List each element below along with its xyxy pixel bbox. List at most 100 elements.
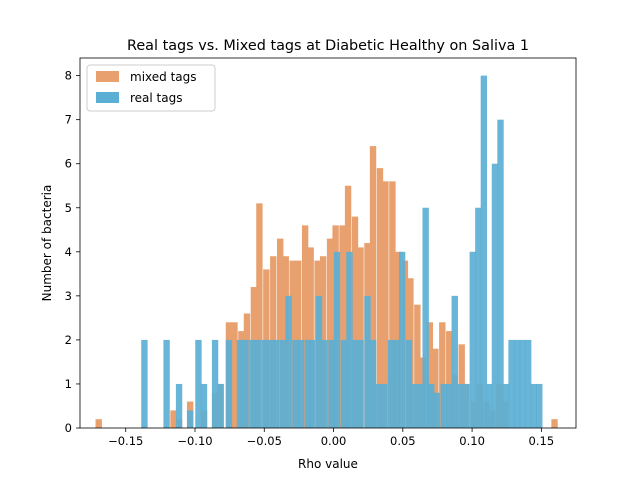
x-tick-label: 0.00 <box>321 434 347 448</box>
bar-mixed-tags <box>426 322 434 428</box>
plot-frame <box>79 57 577 429</box>
bar-real-tags <box>519 339 526 428</box>
bar-real-tags <box>398 251 406 428</box>
bar-real-tags <box>267 339 274 428</box>
bar-mixed-tags <box>432 348 439 428</box>
bar-real-tags <box>502 383 510 428</box>
bar-real-tags <box>261 339 269 428</box>
bar-real-tags <box>469 251 476 428</box>
bar-mixed-tags <box>551 419 558 428</box>
bar-real-tags <box>513 339 521 428</box>
bar-real-tags <box>364 295 371 428</box>
bar-real-tags <box>304 339 312 428</box>
bar-real-tags <box>195 339 202 428</box>
bar-real-tags <box>530 383 537 428</box>
bar-mixed-tags <box>326 238 334 428</box>
bar-real-tags <box>536 383 543 428</box>
y-tick-label: 0 <box>65 421 72 435</box>
x-tick-label: 0.10 <box>459 434 485 448</box>
y-tick-label: 3 <box>65 289 72 303</box>
bar-real-tags <box>279 339 287 428</box>
x-tick-label: −0.05 <box>247 434 282 448</box>
x-tick-label: −0.10 <box>177 434 212 448</box>
y-tick-label: 1 <box>65 377 72 391</box>
bar-real-tags <box>433 392 440 428</box>
bar-mixed-tags <box>369 146 377 428</box>
bar-real-tags <box>451 295 458 428</box>
bar-mixed-tags <box>95 419 102 428</box>
bar-real-tags <box>297 339 305 428</box>
bar-real-tags <box>457 383 464 428</box>
bar-real-tags <box>175 383 183 428</box>
x-tick-label: 0.15 <box>529 434 555 448</box>
legend-label-real-tags: real tags <box>130 91 182 105</box>
y-tick-label: 4 <box>65 245 72 259</box>
bar-real-tags <box>236 339 244 428</box>
y-tick-label: 2 <box>65 333 72 347</box>
x-tick-label: −0.15 <box>108 434 143 448</box>
bar-real-tags <box>351 339 359 428</box>
bar-real-tags <box>375 383 382 428</box>
bar-real-tags <box>186 410 194 428</box>
bar-real-tags <box>315 295 323 428</box>
bar-real-tags <box>333 251 341 428</box>
bar-mixed-tags <box>439 322 446 428</box>
bar-real-tags <box>308 339 316 428</box>
bar-mixed-tags <box>277 238 284 428</box>
bar-real-tags <box>211 339 219 428</box>
legend: mixed tags real tags <box>86 64 216 112</box>
bar-real-tags <box>462 383 470 428</box>
bar-real-tags <box>285 295 292 428</box>
bar-real-tags <box>422 207 429 428</box>
bar-mixed-tags <box>301 225 309 428</box>
chart-title: Real tags vs. Mixed tags at Diabetic Hea… <box>127 38 529 54</box>
bar-real-tags <box>508 339 515 428</box>
bar-real-tags <box>405 339 413 428</box>
bar-real-tags <box>393 339 400 428</box>
bar-mixed-tags <box>351 216 359 428</box>
bar-real-tags <box>480 75 488 429</box>
bar-real-tags <box>446 383 453 428</box>
x-axis: −0.15 −0.10 −0.05 0.00 0.05 0.10 0.15 <box>108 428 554 448</box>
y-tick-label: 5 <box>65 201 72 215</box>
bar-real-tags <box>369 339 377 428</box>
bar-real-tags <box>272 339 280 428</box>
bar-real-tags <box>486 383 493 428</box>
bar-mixed-tags <box>357 247 364 428</box>
y-axis: 0 1 2 3 4 5 6 7 8 <box>65 69 80 435</box>
bar-real-tags <box>380 383 388 428</box>
bar-real-tags <box>242 339 249 428</box>
bar-mixed-tags <box>414 304 421 428</box>
bar-real-tags <box>491 163 499 428</box>
bar-real-tags <box>416 383 424 428</box>
y-tick-label: 6 <box>65 157 72 171</box>
y-axis-label: Number of bacteria <box>40 185 54 302</box>
x-axis-label: Rho value <box>298 457 358 471</box>
bar-real-tags <box>292 339 299 428</box>
bar-mixed-tags <box>446 331 453 428</box>
bar-real-tags <box>525 339 532 428</box>
bar-real-tags <box>163 339 170 428</box>
bar-real-tags <box>328 339 335 428</box>
bar-real-tags <box>321 339 328 428</box>
bar-mixed-tags <box>382 181 389 428</box>
bar-real-tags <box>254 339 262 428</box>
bar-mixed-tags <box>256 203 263 428</box>
bar-real-tags <box>217 383 224 428</box>
bar-real-tags <box>357 339 364 428</box>
bar-real-tags <box>225 339 233 428</box>
bar-mixed-tags <box>307 247 314 428</box>
bar-real-tags <box>249 339 256 428</box>
bars-layer <box>95 75 558 429</box>
y-tick-label: 7 <box>65 113 72 127</box>
bar-real-tags <box>475 207 482 428</box>
bar-real-tags <box>428 383 435 428</box>
legend-label-mixed-tags: mixed tags <box>130 70 197 84</box>
legend-swatch-real-tags <box>96 92 119 103</box>
x-tick-label: 0.05 <box>390 434 416 448</box>
bar-real-tags <box>440 383 447 428</box>
bar-real-tags <box>497 119 504 429</box>
bar-real-tags <box>387 339 395 428</box>
bar-real-tags <box>346 251 353 428</box>
